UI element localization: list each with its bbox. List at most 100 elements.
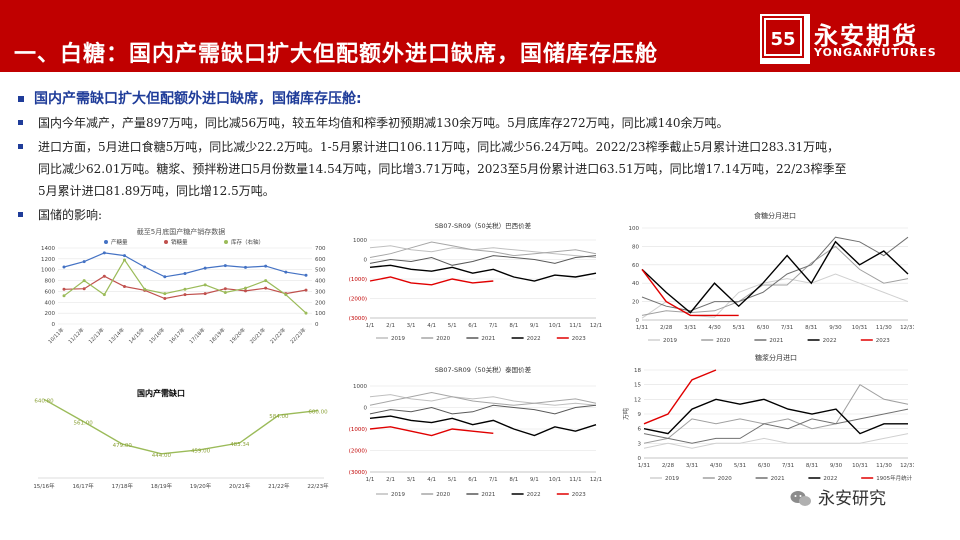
data-label: 561.00 [74, 420, 94, 426]
legend-label: 2022 [527, 492, 541, 498]
x-tick-label: 6/1 [468, 477, 477, 483]
x-tick-label: 4/1 [427, 323, 436, 329]
data-point [244, 286, 247, 290]
x-tick-label: 6/1 [468, 323, 477, 329]
paragraph-state-reserve: 国储的影响: [18, 204, 958, 226]
data-point [304, 311, 308, 315]
data-label: 600.00 [308, 410, 328, 416]
x-tick-label: 22/23年 [289, 326, 308, 345]
data-point [244, 265, 247, 269]
logo-mark-icon: 55 [760, 14, 810, 64]
x-tick-label: 10/31 [852, 325, 868, 331]
legend-label: 2023 [572, 336, 586, 342]
y-tick-label-right: 0 [315, 322, 319, 328]
y-tick-label-right: 600 [315, 257, 326, 263]
legend-label: 销糖量 [171, 238, 188, 246]
paragraph-production: 国内今年减产，产量897万吨，同比减56万吨，较五年均值和榨季初预期减130余万… [18, 112, 958, 134]
y-tick-label: 18 [634, 368, 641, 374]
data-point [102, 251, 106, 255]
x-tick-label: 1/1 [366, 477, 375, 483]
y-tick-label: 20 [632, 300, 639, 306]
y-tick-label: (2000) [349, 297, 367, 303]
y-tick-label: 15 [634, 383, 641, 389]
x-tick-label: 4/1 [427, 477, 436, 483]
watermark: 永安研究 [790, 484, 886, 509]
x-tick-label: 3/31 [686, 463, 698, 469]
data-point [62, 265, 66, 269]
x-tick-label: 7/1 [489, 323, 498, 329]
legend-label: 1905年月统计 [876, 474, 912, 482]
bullet-square-icon [18, 212, 23, 217]
legend-label: 2021 [481, 492, 495, 498]
x-tick-label: 14/15年 [127, 326, 146, 345]
series-line-2021 [369, 404, 597, 415]
y-tick-label: 0 [364, 406, 368, 412]
series-line-2023 [369, 276, 494, 286]
data-point [82, 287, 86, 291]
chart-title: SB07-SR09（50关税）泰国价差 [435, 365, 532, 374]
paragraph-imports: 进口方面，5月进口食糖5万吨，同比减少22.2万吨。1-5月累计进口106.11… [18, 136, 958, 202]
chart-title: SB07-SR09（50关税）巴西价差 [435, 221, 532, 230]
y-tick-label-right: 500 [315, 268, 326, 274]
x-tick-label: 8/1 [509, 477, 518, 483]
x-tick-label: 5/1 [448, 477, 457, 483]
x-tick-label: 11/1 [569, 477, 581, 483]
legend-label: 2022 [823, 338, 837, 344]
x-tick-label: 8/31 [806, 463, 818, 469]
data-label: 584.00 [269, 414, 289, 420]
data-point [264, 286, 268, 290]
data-point [183, 293, 187, 297]
x-tick-label: 21/22年 [269, 326, 288, 345]
data-point [264, 279, 268, 283]
paragraph-imports-line2: 同比减少62.01万吨。糖浆、预拌粉进口5月份数量14.54万吨，同比增3.71… [38, 162, 847, 176]
y-tick-label: (1000) [349, 427, 367, 433]
x-tick-label: 11/1 [569, 323, 581, 329]
data-point [82, 260, 86, 264]
data-point [183, 272, 187, 276]
data-point [223, 291, 227, 295]
data-point [284, 270, 288, 274]
x-tick-label: 5/31 [733, 325, 745, 331]
logo-english-text: YONGANFUTURES [814, 46, 937, 59]
data-point [123, 254, 126, 258]
data-point [123, 285, 126, 289]
x-tick-label: 13/14年 [107, 326, 126, 345]
legend-label: 产糖量 [111, 238, 128, 246]
series-line-2021 [369, 255, 597, 266]
data-point [284, 293, 288, 297]
series-line-2023 [641, 268, 739, 317]
y-tick-label: 80 [632, 244, 639, 250]
y-tick-label-right: 700 [315, 246, 326, 252]
y-tick-label-left: 400 [45, 300, 56, 306]
section-heading-text: 国内产需缺口扩大但配额外进口缺席，国储库存压舱: [34, 91, 362, 107]
legend-label: 2020 [718, 476, 732, 482]
x-tick-label: 16/17年 [72, 482, 94, 490]
legend-label: 2022 [527, 336, 541, 342]
legend-label: 2019 [391, 492, 405, 498]
y-tick-label-left: 600 [45, 289, 56, 295]
y-tick-label: (3000) [349, 316, 367, 322]
x-tick-label: 20/21年 [229, 482, 251, 490]
x-tick-label: 11/30 [876, 463, 892, 469]
legend-label: 2021 [769, 338, 783, 344]
series-line-2021 [643, 408, 909, 444]
x-tick-label: 3/31 [684, 325, 696, 331]
y-tick-label-left: 1200 [41, 257, 55, 263]
legend-label: 2019 [665, 476, 679, 482]
y-tick-label: (3000) [349, 470, 367, 476]
company-logo: 55 永安期货 YONGANFUTURES [760, 14, 950, 64]
y-tick-label: 0 [364, 258, 368, 264]
series-line-2022 [369, 264, 597, 282]
chart-title: 截至5月底国产糖产销存数据 [137, 227, 225, 236]
data-point [223, 264, 227, 268]
x-tick-label: 10/1 [549, 477, 561, 483]
wechat-icon [790, 491, 811, 506]
x-tick-label: 5/1 [448, 323, 457, 329]
data-point [203, 266, 207, 270]
svg-text:55: 55 [770, 29, 795, 50]
chart-brazil-spread: SB07-SR09（50关税）巴西价差 1000 0 (1000) (2000) (300… [349, 221, 602, 342]
x-tick-label: 2/1 [386, 477, 395, 483]
paragraph-imports-line3: 5月累计进口81.89万吨，同比增12.5万吨。 [38, 184, 275, 198]
x-tick-label: 6/30 [757, 325, 770, 331]
